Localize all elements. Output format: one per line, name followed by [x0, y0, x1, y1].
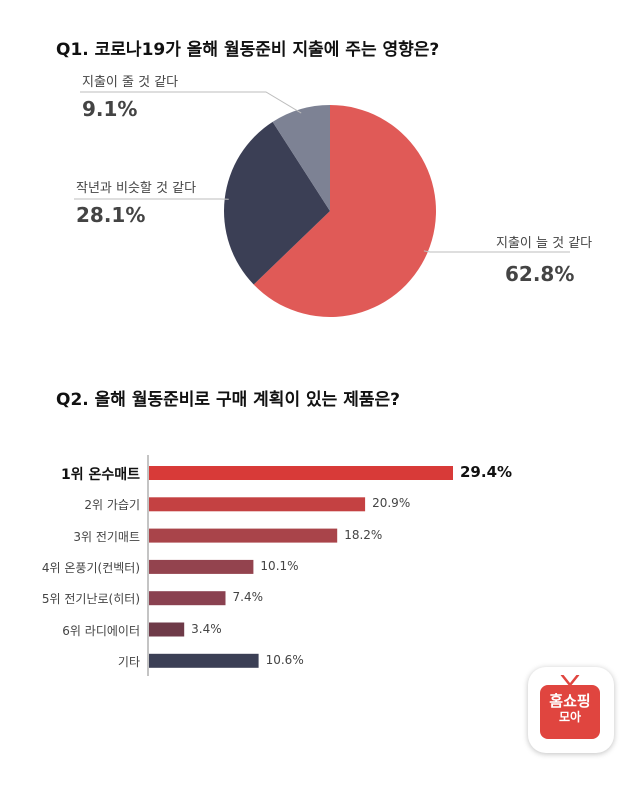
bar-category-label: 4위 온풍기(컨벡터) [41, 560, 140, 575]
tv-icon [560, 675, 580, 687]
bar-category-label: 5위 전기난로(히터) [41, 592, 140, 607]
q1-title: Q1. 코로나19가 올해 월동준비 지출에 주는 영향은? [56, 40, 440, 60]
bar-value-label: 3.4% [191, 621, 222, 636]
bar-value-label: 18.2% [344, 527, 383, 542]
bar-category-label: 기타 [117, 654, 140, 669]
pie-slice-label: 지출이 늘 것 같다 [496, 236, 593, 251]
logo: 홈쇼핑 모아 [528, 667, 614, 753]
bar [149, 622, 185, 637]
bar [149, 497, 366, 512]
bar-value-label: 29.4% [460, 463, 513, 481]
bar-category-label: 2위 가습기 [84, 498, 140, 513]
logo-line1: 홈쇼핑 [549, 692, 591, 710]
bar-value-label: 7.4% [232, 590, 264, 605]
pie-slice-label: 작년과 비슷할 것 같다 [76, 181, 197, 196]
bar [149, 559, 254, 574]
bar-value-label: 10.6% [265, 652, 304, 667]
pie-slice [223, 121, 330, 285]
pie-chart [74, 91, 570, 317]
pie-slice [253, 105, 437, 317]
pie-slice-value: 28.1% [76, 203, 146, 227]
q2-title: Q2. 올해 월동준비로 구매 계획이 있는 제품은? [56, 390, 400, 410]
bar-category-label: 3위 전기매트 [73, 529, 140, 544]
pie-slice-label: 지출이 줄 것 같다 [82, 75, 179, 90]
bar-value-label: 20.9% [372, 496, 411, 511]
pie-slice [272, 105, 330, 211]
pie-leader-line [423, 250, 570, 253]
pie-slice-value: 9.1% [82, 97, 138, 121]
bar-category-label: 1위 온수매트 [60, 467, 140, 483]
bar-chart [147, 455, 453, 676]
bar-value-label: 10.1% [260, 558, 299, 573]
pie-leader-line [80, 91, 302, 114]
bar-category-label: 6위 라디에이터 [62, 623, 140, 638]
bar [149, 591, 226, 606]
logo-line2: 모아 [558, 710, 582, 724]
bar [149, 528, 338, 543]
bar [149, 466, 453, 480]
logo-badge: 홈쇼핑 모아 [540, 685, 600, 739]
bar [149, 653, 259, 668]
pie-slice-value: 62.8% [505, 262, 575, 286]
